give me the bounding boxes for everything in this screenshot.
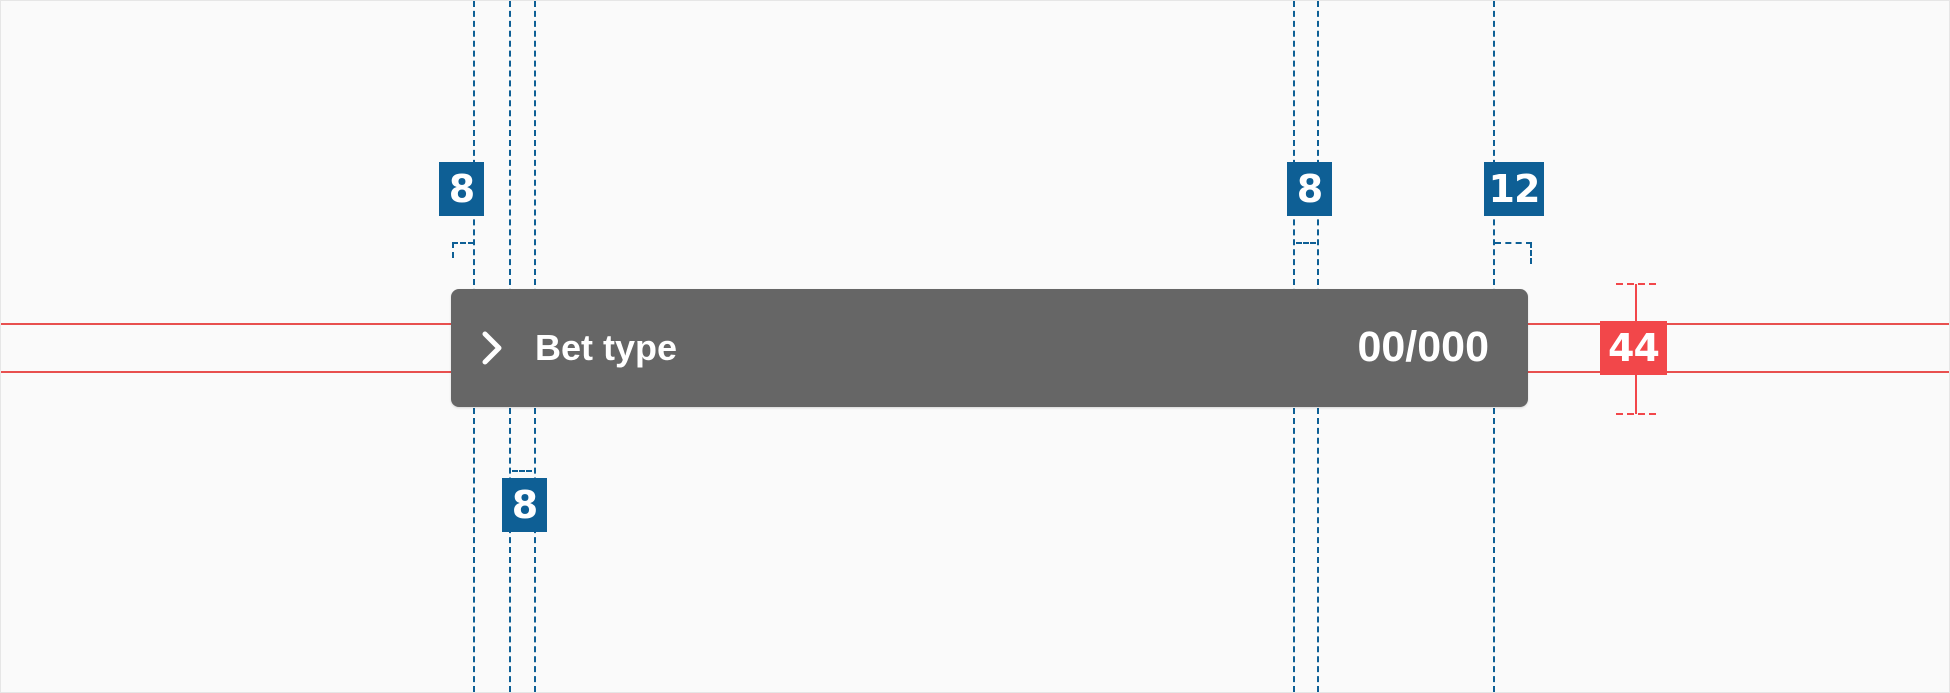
height-badge: 44 <box>1600 321 1667 375</box>
spacing-bracket-top-right <box>1495 242 1532 264</box>
spacing-badge-top-left: 8 <box>439 162 484 216</box>
chevron-right-icon <box>482 331 502 365</box>
bet-type-row[interactable] <box>451 289 1528 407</box>
bet-value-text: 00/000 <box>1357 323 1489 371</box>
spacing-bracket-bottom <box>512 470 532 472</box>
spacing-bracket-top-left <box>452 242 474 258</box>
spacing-badge-bottom: 8 <box>502 478 547 532</box>
spacing-bracket-top-middle <box>1296 242 1316 244</box>
spacing-badge-top-right: 12 <box>1484 162 1544 216</box>
bet-type-label: Bet type <box>535 327 678 368</box>
spacing-badge-top-middle: 8 <box>1287 162 1332 216</box>
